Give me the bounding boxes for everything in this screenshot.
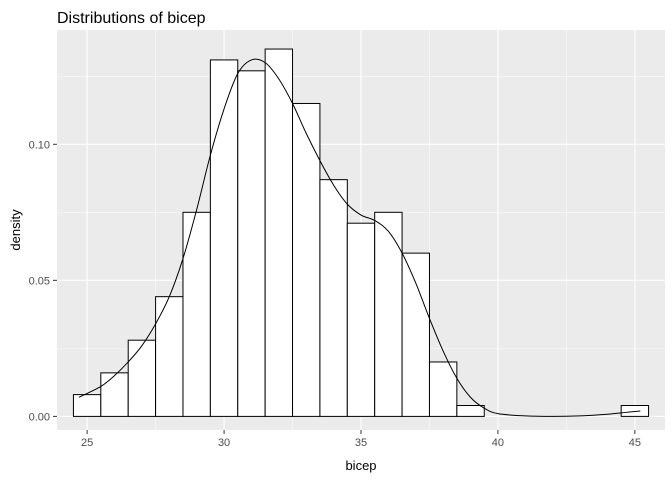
y-tick-label: 0.00 [29,411,50,423]
histogram-bar [209,59,239,417]
x-tick-label: 40 [492,437,504,449]
y-axis-title: density [8,209,23,251]
histogram-bar [155,296,184,417]
density-curve [78,58,641,417]
x-tick-label: 45 [629,437,641,449]
histogram-bars [72,48,650,417]
histogram-bar [127,339,157,417]
histogram-bar [182,211,211,417]
x-axis: 25 30 35 40 45 [81,430,641,449]
histogram-bar [456,405,485,417]
histogram-bar [72,394,102,417]
histogram-bar [100,372,129,417]
x-axis-title: bicep [345,458,376,473]
histogram-bar [319,179,348,417]
histogram-bar [401,252,430,417]
histogram-bar [292,102,321,417]
histogram-bar [264,48,294,417]
histogram-bar [374,211,403,417]
x-tick-label: 30 [218,437,230,449]
y-tick-label: 0.05 [29,275,50,287]
histogram-bar [237,70,266,417]
histogram-bar [346,222,376,417]
x-tick-label: 25 [81,437,93,449]
y-axis: 0.00 0.05 0.10 [29,139,57,423]
chart-title: Distributions of bicep [57,10,206,27]
x-tick-label: 35 [355,437,367,449]
histogram-bar [620,405,650,417]
y-tick-label: 0.10 [29,139,50,151]
